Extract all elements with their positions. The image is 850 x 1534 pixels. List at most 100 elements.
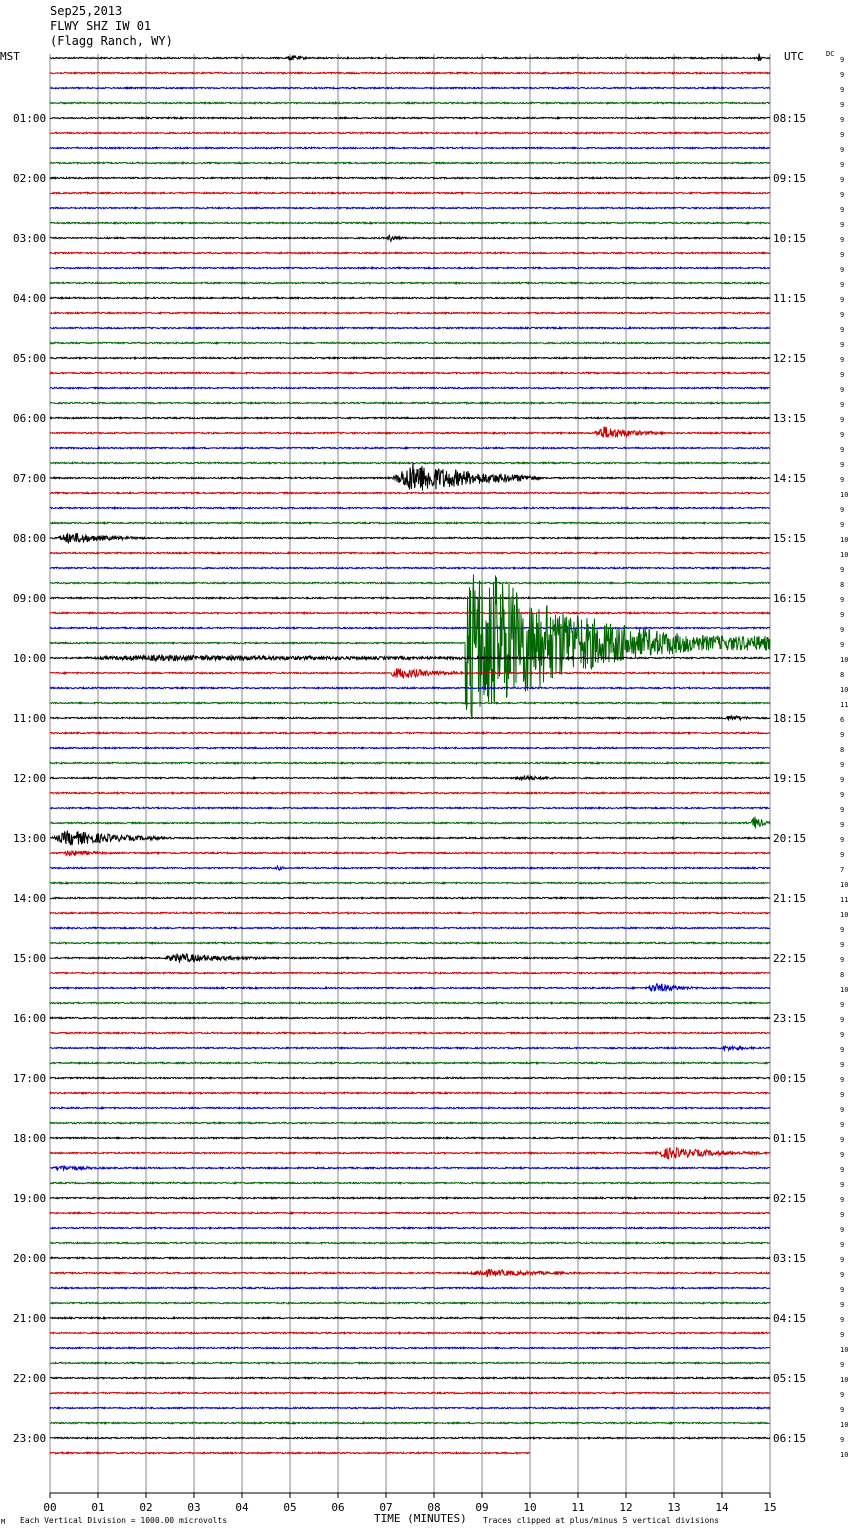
dc-value-53: 9 [840,851,844,859]
right-hour-label-10: 18:15 [773,712,806,725]
trace-22 [49,385,771,391]
dc-value-48: 9 [840,776,844,784]
trace-67 [49,1060,771,1066]
dc-value-81: 9 [840,1271,844,1279]
dc-value-18: 9 [840,326,844,334]
dc-value-20: 9 [840,356,844,364]
right-hour-label-11: 19:15 [773,772,806,785]
x-tick-label-11: 11 [571,1501,584,1514]
trace-20 [49,355,771,361]
trace-23 [49,400,771,406]
dc-value-91: 10 [840,1421,848,1429]
dc-value-4: 9 [840,116,844,124]
dc-value-61: 8 [840,971,844,979]
dc-value-27: 9 [840,461,844,469]
left-hour-label-18: 19:00 [13,1192,46,1205]
left-hour-label-1: 02:00 [13,172,46,185]
dc-value-85: 9 [840,1331,844,1339]
dc-value-11: 9 [840,221,844,229]
left-hour-label-10: 11:00 [13,712,46,725]
trace-4 [49,115,771,121]
trace-5 [49,130,771,136]
dc-value-9: 9 [840,191,844,199]
trace-32 [49,532,771,544]
trace-90 [49,1406,771,1411]
trace-11 [49,220,771,226]
dc-value-47: 9 [840,761,844,769]
right-hour-label-1: 09:15 [773,172,806,185]
left-hour-label-13: 14:00 [13,892,46,905]
dc-value-13: 9 [840,251,844,259]
trace-84 [49,1315,771,1321]
trace-31 [50,520,771,526]
trace-64 [49,1015,771,1021]
trace-30 [49,505,771,511]
dc-value-84: 9 [840,1316,844,1324]
right-hour-label-15: 23:15 [773,1012,806,1025]
trace-3 [49,100,771,106]
dc-value-80: 9 [840,1256,844,1264]
dc-value-35: 8 [840,581,844,589]
trace-36 [49,595,771,601]
right-hour-label-13: 21:15 [773,892,806,905]
dc-value-40: 10 [840,656,848,664]
dc-value-74: 9 [840,1166,844,1174]
left-hour-label-11: 12:00 [13,772,46,785]
trace-70 [49,1105,771,1111]
x-tick-label-12: 12 [619,1501,632,1514]
dc-value-78: 9 [840,1226,844,1234]
corner-mark: M [1,1518,5,1526]
dc-value-68: 9 [840,1076,844,1084]
x-axis-title: TIME (MINUTES) [374,1512,467,1525]
right-hour-label-22: 06:15 [773,1432,806,1445]
dc-value-76: 9 [840,1196,844,1204]
trace-75 [49,1181,771,1186]
dc-value-6: 9 [840,146,844,154]
trace-81 [49,1268,771,1278]
trace-6 [49,145,770,151]
trace-76 [49,1195,770,1201]
dc-value-31: 9 [840,521,844,529]
dc-value-10: 9 [840,206,844,214]
station-code: FLWY SHZ IW 01 [50,19,152,33]
dc-value-57: 10 [840,911,848,919]
dc-value-33: 10 [840,551,848,559]
left-hour-label-7: 08:00 [13,532,46,545]
left-axis-label: MST [0,50,20,63]
dc-value-5: 9 [840,131,844,139]
trace-58 [49,925,771,931]
trace-91 [49,1420,771,1426]
right-axis-label: UTC [784,50,804,63]
right-hour-label-12: 20:15 [773,832,806,845]
dc-value-42: 10 [840,686,848,694]
trace-77 [49,1210,771,1216]
right-hour-label-5: 13:15 [773,412,806,425]
dc-value-88: 10 [840,1376,848,1384]
dc-value-24: 9 [840,416,844,424]
trace-27 [50,460,771,466]
trace-85 [49,1330,771,1336]
trace-57 [49,910,771,916]
trace-9 [49,190,771,196]
dc-value-63: 9 [840,1001,844,1009]
dc-value-28: 9 [840,476,844,484]
trace-66 [49,1044,771,1053]
trace-13 [49,250,771,256]
trace-83 [49,1301,771,1306]
station-location: (Flagg Ranch, WY) [50,34,173,48]
trace-37 [49,610,771,616]
dc-value-93: 10 [840,1451,848,1459]
x-tick-label-01: 01 [91,1501,104,1514]
dc-value-37: 9 [840,611,844,619]
trace-61 [49,971,771,976]
trace-88 [49,1375,771,1381]
left-hour-label-8: 09:00 [13,592,46,605]
dc-value-0: 9 [840,56,844,64]
trace-60 [49,952,771,963]
right-hour-label-3: 11:15 [773,292,806,305]
seismic-traces [49,53,771,1455]
dc-value-70: 9 [840,1106,844,1114]
trace-43 [49,700,771,706]
trace-33 [49,550,771,556]
